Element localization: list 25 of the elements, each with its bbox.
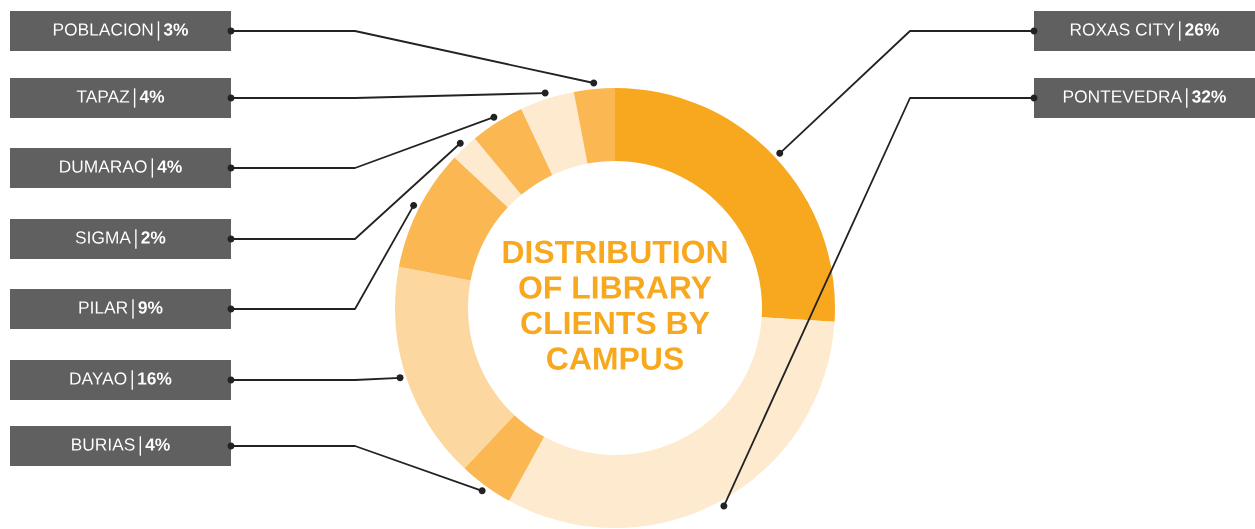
donut-slice [474, 108, 553, 195]
data-label: 3% [163, 23, 189, 36]
text: DISTRIBUTION OF LIBRARY CLIENTS BY CAMPUS [503, 240, 727, 370]
slice-label: ROXAS CITY [1070, 23, 1175, 36]
donut-slice [464, 415, 545, 501]
donut-slice [454, 138, 522, 208]
data-label: 4% [139, 90, 165, 103]
data-label: 9% [138, 301, 163, 314]
slice-label: POBLACION [53, 23, 153, 36]
data-label: 16% [138, 372, 172, 385]
donut-slice [521, 91, 588, 175]
slice-label: PONTEVEDRA [1063, 90, 1183, 103]
data-label: 4% [145, 438, 170, 451]
data-label: 2% [141, 231, 166, 244]
donut-slice [395, 266, 515, 469]
slice-label: TAPAZ [76, 90, 130, 103]
slice-label: BURIAS [72, 438, 135, 451]
data-label: 4% [157, 160, 182, 173]
slice-label: DUMARAO [60, 160, 147, 173]
data-label: 26% [1185, 23, 1219, 36]
slice-label: DAYAO [70, 372, 127, 385]
donut-slice [573, 88, 615, 164]
data-label: 32% [1192, 90, 1226, 103]
slice-label: PILAR [79, 301, 128, 314]
slice-label: SIGMA [75, 231, 131, 244]
